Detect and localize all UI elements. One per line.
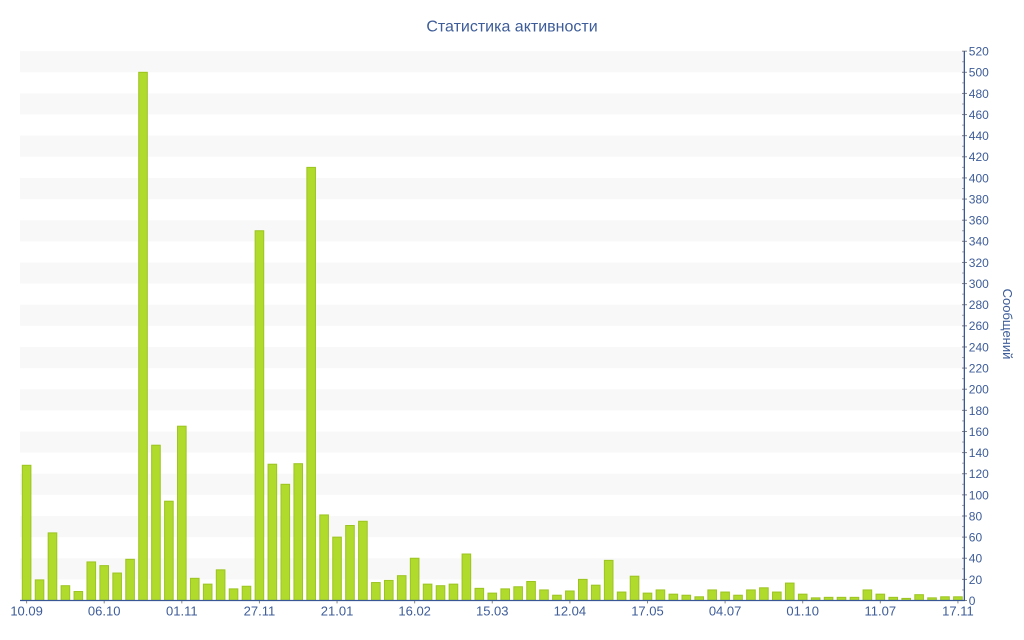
svg-text:60: 60 xyxy=(969,531,983,545)
svg-text:520: 520 xyxy=(969,45,989,59)
svg-text:420: 420 xyxy=(969,150,989,164)
svg-text:04.07: 04.07 xyxy=(709,603,742,618)
svg-text:80: 80 xyxy=(969,509,983,523)
svg-text:Статистика активности: Статистика активности xyxy=(426,18,597,35)
svg-text:240: 240 xyxy=(969,340,989,354)
svg-text:17.05: 17.05 xyxy=(631,603,664,618)
svg-text:20: 20 xyxy=(969,573,983,587)
svg-text:16.02: 16.02 xyxy=(398,603,431,618)
svg-text:320: 320 xyxy=(969,256,989,270)
svg-text:06.10: 06.10 xyxy=(88,603,121,618)
svg-text:280: 280 xyxy=(969,298,989,312)
svg-text:500: 500 xyxy=(969,66,989,80)
svg-text:220: 220 xyxy=(969,361,989,375)
svg-text:Сообщений: Сообщений xyxy=(1000,289,1015,360)
svg-text:21.01: 21.01 xyxy=(321,603,354,618)
svg-text:360: 360 xyxy=(969,214,989,228)
svg-text:300: 300 xyxy=(969,277,989,291)
svg-text:120: 120 xyxy=(969,467,989,481)
svg-text:260: 260 xyxy=(969,319,989,333)
svg-text:380: 380 xyxy=(969,192,989,206)
svg-text:40: 40 xyxy=(969,552,983,566)
svg-text:200: 200 xyxy=(969,383,989,397)
svg-text:17.11: 17.11 xyxy=(942,603,974,618)
svg-text:01.10: 01.10 xyxy=(786,603,819,618)
svg-text:01.11: 01.11 xyxy=(166,603,198,618)
svg-text:340: 340 xyxy=(969,235,989,249)
svg-text:11.07: 11.07 xyxy=(865,603,897,618)
svg-text:27.11: 27.11 xyxy=(244,603,276,618)
svg-text:460: 460 xyxy=(969,108,989,122)
svg-text:180: 180 xyxy=(969,404,989,418)
svg-text:440: 440 xyxy=(969,129,989,143)
svg-text:140: 140 xyxy=(969,446,989,460)
svg-text:400: 400 xyxy=(969,171,989,185)
svg-text:100: 100 xyxy=(969,488,989,502)
svg-text:160: 160 xyxy=(969,425,989,439)
svg-text:10.09: 10.09 xyxy=(10,603,43,618)
svg-text:12.04: 12.04 xyxy=(554,603,587,618)
svg-text:480: 480 xyxy=(969,87,989,101)
svg-text:0: 0 xyxy=(969,594,976,608)
svg-text:15.03: 15.03 xyxy=(476,603,509,618)
